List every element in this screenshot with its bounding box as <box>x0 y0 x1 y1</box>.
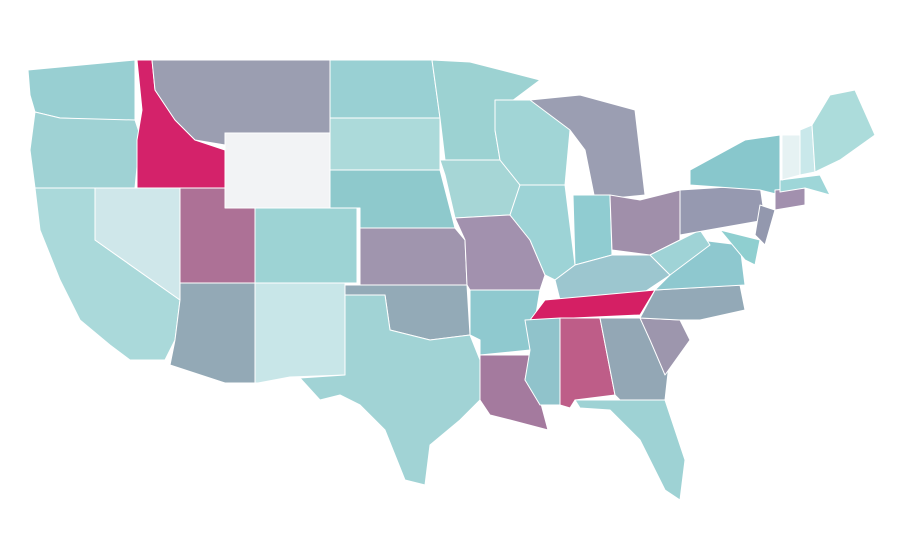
state-region <box>359 227 468 286</box>
state-region <box>719 229 761 266</box>
state-region <box>574 399 686 501</box>
state-region <box>27 59 136 121</box>
state-region <box>811 89 876 173</box>
state-region <box>224 132 331 209</box>
state-region <box>649 229 711 276</box>
state-region <box>169 282 256 384</box>
state-region <box>29 111 141 189</box>
state-region <box>781 134 801 181</box>
state-region <box>654 239 746 291</box>
state-region <box>254 207 358 284</box>
state-region <box>679 184 766 236</box>
state-region <box>754 204 776 246</box>
state-region <box>254 282 346 384</box>
state-region <box>529 289 656 321</box>
state-region <box>689 134 781 196</box>
state-region <box>329 59 441 119</box>
state-region <box>509 184 576 281</box>
state-region <box>299 294 481 486</box>
state-region <box>572 194 613 266</box>
state-region <box>329 117 441 171</box>
state-region <box>779 174 831 196</box>
